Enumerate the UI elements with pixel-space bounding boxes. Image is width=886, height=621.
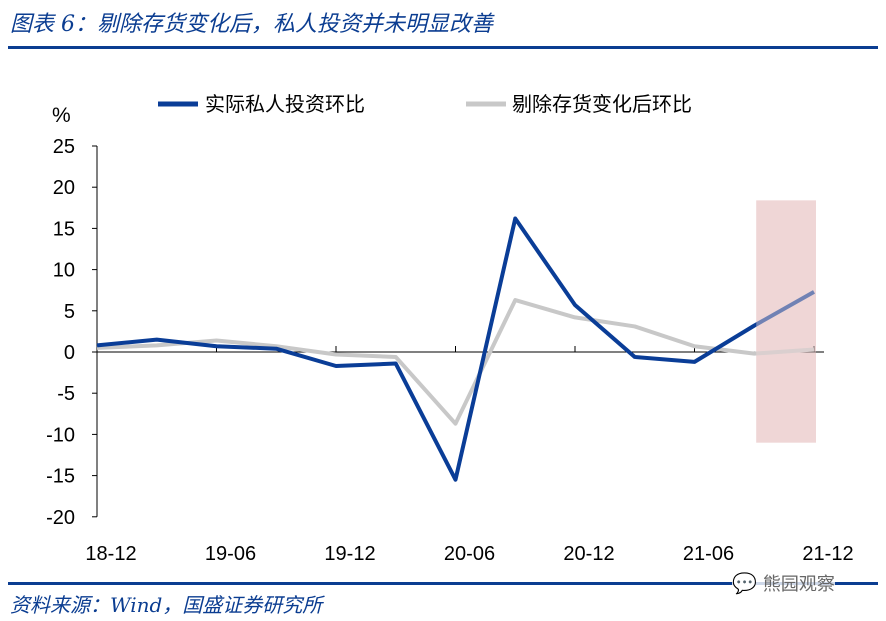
- x-tick-label: 19-12: [324, 543, 375, 560]
- y-axis-label: %: [52, 104, 71, 127]
- source-note: 资料来源：Wind，国盛证券研究所: [10, 593, 323, 617]
- x-tick-label: 21-12: [802, 543, 853, 560]
- y-tick-label: -20: [46, 507, 75, 529]
- y-tick-label: 0: [64, 342, 75, 364]
- legend-label-1: 实际私人投资环比: [205, 93, 365, 116]
- x-tick-label: 18-12: [85, 543, 136, 560]
- watermark: 💬 熊园观察: [732, 570, 835, 596]
- legend-label-2: 剔除存货变化后环比: [512, 93, 692, 116]
- watermark-text: 熊园观察: [762, 574, 835, 595]
- x-tick-label: 20-06: [444, 543, 495, 560]
- line-chart: 25 20 15 10 5 0 -5 -10 -15 -20% 18-12 19-06 19-12 20-…: [46, 93, 853, 560]
- x-tick-label: 21-06: [683, 543, 734, 560]
- y-tick-label: 25: [53, 136, 75, 158]
- y-tick-label: -10: [46, 424, 75, 446]
- figure-title: 图表 6：剔除存货变化后，私人投资并未明显改善: [10, 12, 493, 37]
- wechat-icon: 💬: [732, 571, 757, 595]
- series-line-2: [96, 298, 815, 426]
- y-tick-label: 10: [53, 260, 75, 282]
- y-tick-label: 15: [53, 218, 75, 240]
- y-tick-label: -5: [57, 383, 75, 405]
- x-tick-label: 19-06: [205, 543, 256, 560]
- title-divider: [8, 46, 878, 49]
- y-tick-label: 20: [53, 177, 75, 199]
- highlight-region: [756, 200, 816, 443]
- x-tick-label: 20-12: [563, 543, 614, 560]
- y-tick-label: -15: [46, 466, 75, 488]
- footer-divider: [8, 582, 878, 585]
- highlight-overlay: [756, 200, 816, 443]
- y-tick-label: 5: [64, 301, 75, 323]
